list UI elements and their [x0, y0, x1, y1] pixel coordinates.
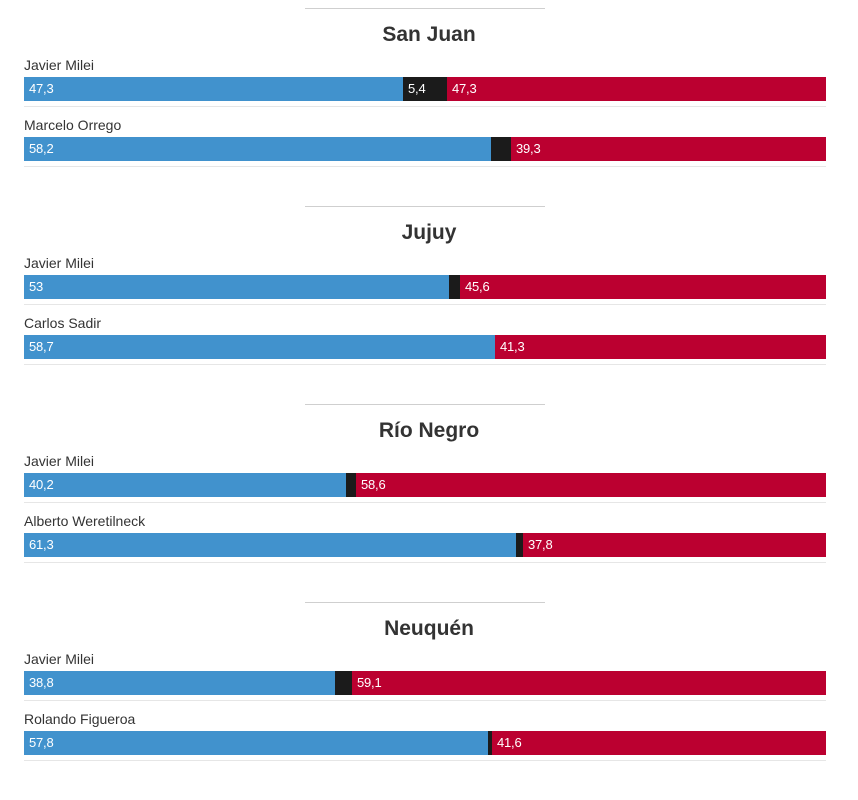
province-title: Neuquén — [384, 617, 474, 640]
bar-segment — [346, 473, 356, 497]
stacked-bar: 40,2 58,6 — [24, 473, 826, 497]
candidate-name: Javier Milei — [24, 453, 95, 469]
province-panel: Río Negro Javier Milei 40,2 58,6 Alberto Wer… — [0, 404, 858, 602]
bar-value-label: 5,4 — [408, 81, 426, 96]
title-divider — [305, 602, 545, 603]
candidate-row: Javier Milei 40,2 58,6 — [0, 453, 858, 513]
bar-value-label: 40,2 — [29, 477, 54, 492]
bar-value-label: 58,6 — [361, 477, 386, 492]
row-separator — [24, 106, 826, 107]
title-divider — [305, 404, 545, 405]
bar-segment — [449, 275, 460, 299]
bar-segment — [516, 533, 523, 557]
bar-segment — [403, 77, 447, 101]
bar-segment — [24, 137, 491, 161]
bar-segment — [24, 335, 495, 359]
bar-segment — [24, 473, 346, 497]
bar-value-label: 58,2 — [29, 141, 54, 156]
candidate-name: Javier Milei — [24, 651, 95, 667]
candidate-row: Carlos Sadir 58,7 41,3 — [0, 315, 858, 375]
title-divider — [305, 8, 545, 9]
bar-segment — [511, 137, 826, 161]
stacked-bar: 38,8 59,1 — [24, 671, 826, 695]
candidate-row: Alberto Weretilneck 61,3 37,8 — [0, 513, 858, 573]
candidate-row: Javier Milei 38,8 59,1 — [0, 651, 858, 711]
bar-segment — [356, 473, 826, 497]
bar-segment — [460, 275, 826, 299]
bar-value-label: 53 — [29, 279, 44, 294]
stacked-bar: 58,2 39,3 — [24, 137, 826, 161]
province-panel: Jujuy Javier Milei 53 45,6 Carlos Sadir 58,7 4… — [0, 206, 858, 404]
province-panel: Neuquén Javier Milei 38,8 59,1 Rolando Figue… — [0, 602, 858, 800]
bar-value-label: 59,1 — [357, 675, 382, 690]
bar-value-label: 38,8 — [29, 675, 54, 690]
bar-segment — [488, 731, 492, 755]
candidate-row: Javier Milei 47,3 5,4 47,3 — [0, 57, 858, 117]
province-title: San Juan — [382, 23, 476, 46]
bar-segment — [492, 731, 826, 755]
bar-value-label: 41,6 — [497, 735, 522, 750]
bar-segment — [24, 671, 335, 695]
province-title: Río Negro — [378, 419, 480, 442]
bar-value-label: 58,7 — [29, 339, 54, 354]
row-separator — [24, 304, 826, 305]
row-separator — [24, 562, 826, 563]
bar-value-label: 61,3 — [29, 537, 54, 552]
candidate-name: Marcelo Orrego — [24, 117, 122, 133]
bar-segment — [24, 731, 488, 755]
bar-value-label: 45,6 — [465, 279, 490, 294]
candidate-row: Rolando Figueroa 57,8 41,6 — [0, 711, 858, 771]
bar-segment — [352, 671, 826, 695]
bar-value-label: 47,3 — [29, 81, 54, 96]
candidate-name: Javier Milei — [24, 255, 95, 271]
bar-segment — [523, 533, 826, 557]
row-separator — [24, 166, 826, 167]
stacked-bar: 47,3 5,4 47,3 — [24, 77, 826, 101]
bar-segment — [24, 275, 449, 299]
stacked-bar: 61,3 37,8 — [24, 533, 826, 557]
stacked-bar: 57,8 41,6 — [24, 731, 826, 755]
row-separator — [24, 760, 826, 761]
bar-value-label: 41,3 — [500, 339, 525, 354]
row-separator — [24, 700, 826, 701]
candidate-row: Javier Milei 53 45,6 — [0, 255, 858, 315]
candidate-name: Rolando Figueroa — [24, 711, 136, 727]
candidate-name: Alberto Weretilneck — [24, 513, 146, 529]
bar-value-label: 39,3 — [516, 141, 541, 156]
bar-segment — [24, 77, 403, 101]
bar-value-label: 37,8 — [528, 537, 553, 552]
candidate-name: Javier Milei — [24, 57, 95, 73]
row-separator — [24, 364, 826, 365]
bar-value-label: 47,3 — [452, 81, 477, 96]
bar-segment — [24, 533, 516, 557]
bar-segment — [491, 137, 511, 161]
candidate-row: Marcelo Orrego 58,2 39,3 — [0, 117, 858, 177]
province-title: Jujuy — [401, 221, 457, 244]
stacked-bar: 53 45,6 — [24, 275, 826, 299]
bar-value-label: 57,8 — [29, 735, 54, 750]
row-separator — [24, 502, 826, 503]
bar-segment — [335, 671, 352, 695]
province-panel: San Juan Javier Milei 47,3 5,4 47,3 Marcelo O… — [0, 8, 858, 206]
candidate-name: Carlos Sadir — [24, 315, 102, 331]
bar-segment — [447, 77, 826, 101]
bar-segment — [495, 335, 826, 359]
title-divider — [305, 206, 545, 207]
stacked-bar: 58,7 41,3 — [24, 335, 826, 359]
